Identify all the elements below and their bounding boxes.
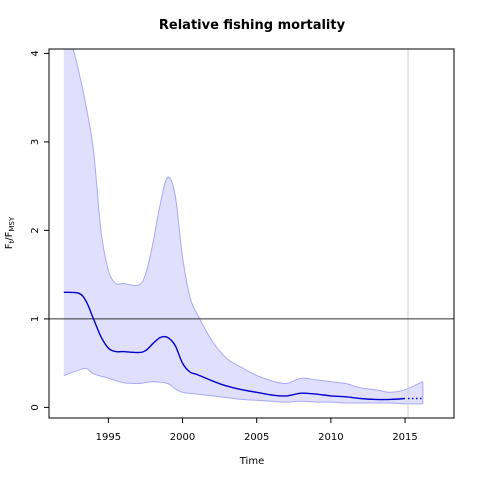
lower-bound-line: [63, 367, 423, 405]
plot-frame: [48, 48, 455, 419]
x-tick-label: 2015: [392, 432, 417, 443]
chart-title: Relative fishing mortality: [159, 18, 346, 33]
plot-area: [49, 49, 454, 418]
y-tick-label: 1: [30, 316, 41, 322]
y-tick-label: 2: [30, 227, 41, 233]
y-tick-label: 0: [30, 404, 41, 410]
x-tick-label: 2000: [170, 432, 195, 443]
y-tick-label: 3: [30, 139, 41, 145]
axes: 1995 2000 2005 2010 2015 0 1 2 3 4: [30, 50, 418, 443]
y-tick-label: 4: [30, 50, 41, 56]
confidence-band: [63, 49, 423, 404]
estimate-line: [63, 291, 406, 401]
upper-bound-line: [72, 49, 424, 393]
x-tick-label: 1995: [96, 432, 121, 443]
x-tick-label: 2005: [244, 432, 269, 443]
x-axis-label: Time: [239, 456, 264, 467]
y-axis-label: Ft/FMSY: [4, 216, 16, 249]
x-tick-label: 2010: [318, 432, 343, 443]
